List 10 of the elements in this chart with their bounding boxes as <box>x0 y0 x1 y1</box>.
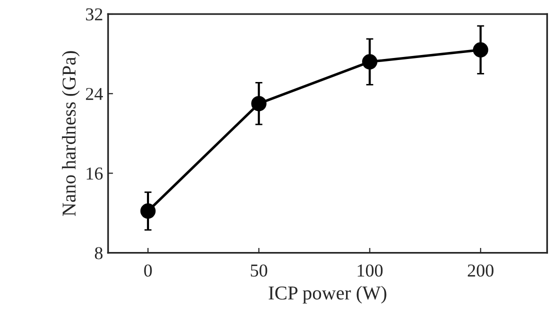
y-axis-title: Nano hardness (GPa) <box>62 51 80 216</box>
y-tick-label: 8 <box>94 247 103 260</box>
x-tick-label: 100 <box>358 264 383 277</box>
x-tick-label: 50 <box>250 264 268 277</box>
x-tick-label: 200 <box>468 264 494 277</box>
y-tick-label: 32 <box>86 8 102 20</box>
x-axis-title: ICP power (W) <box>268 286 386 304</box>
y-tick-label: 16 <box>86 168 103 180</box>
y-tick-label: 24 <box>86 88 103 100</box>
x-tick-label: 0 <box>144 264 152 277</box>
